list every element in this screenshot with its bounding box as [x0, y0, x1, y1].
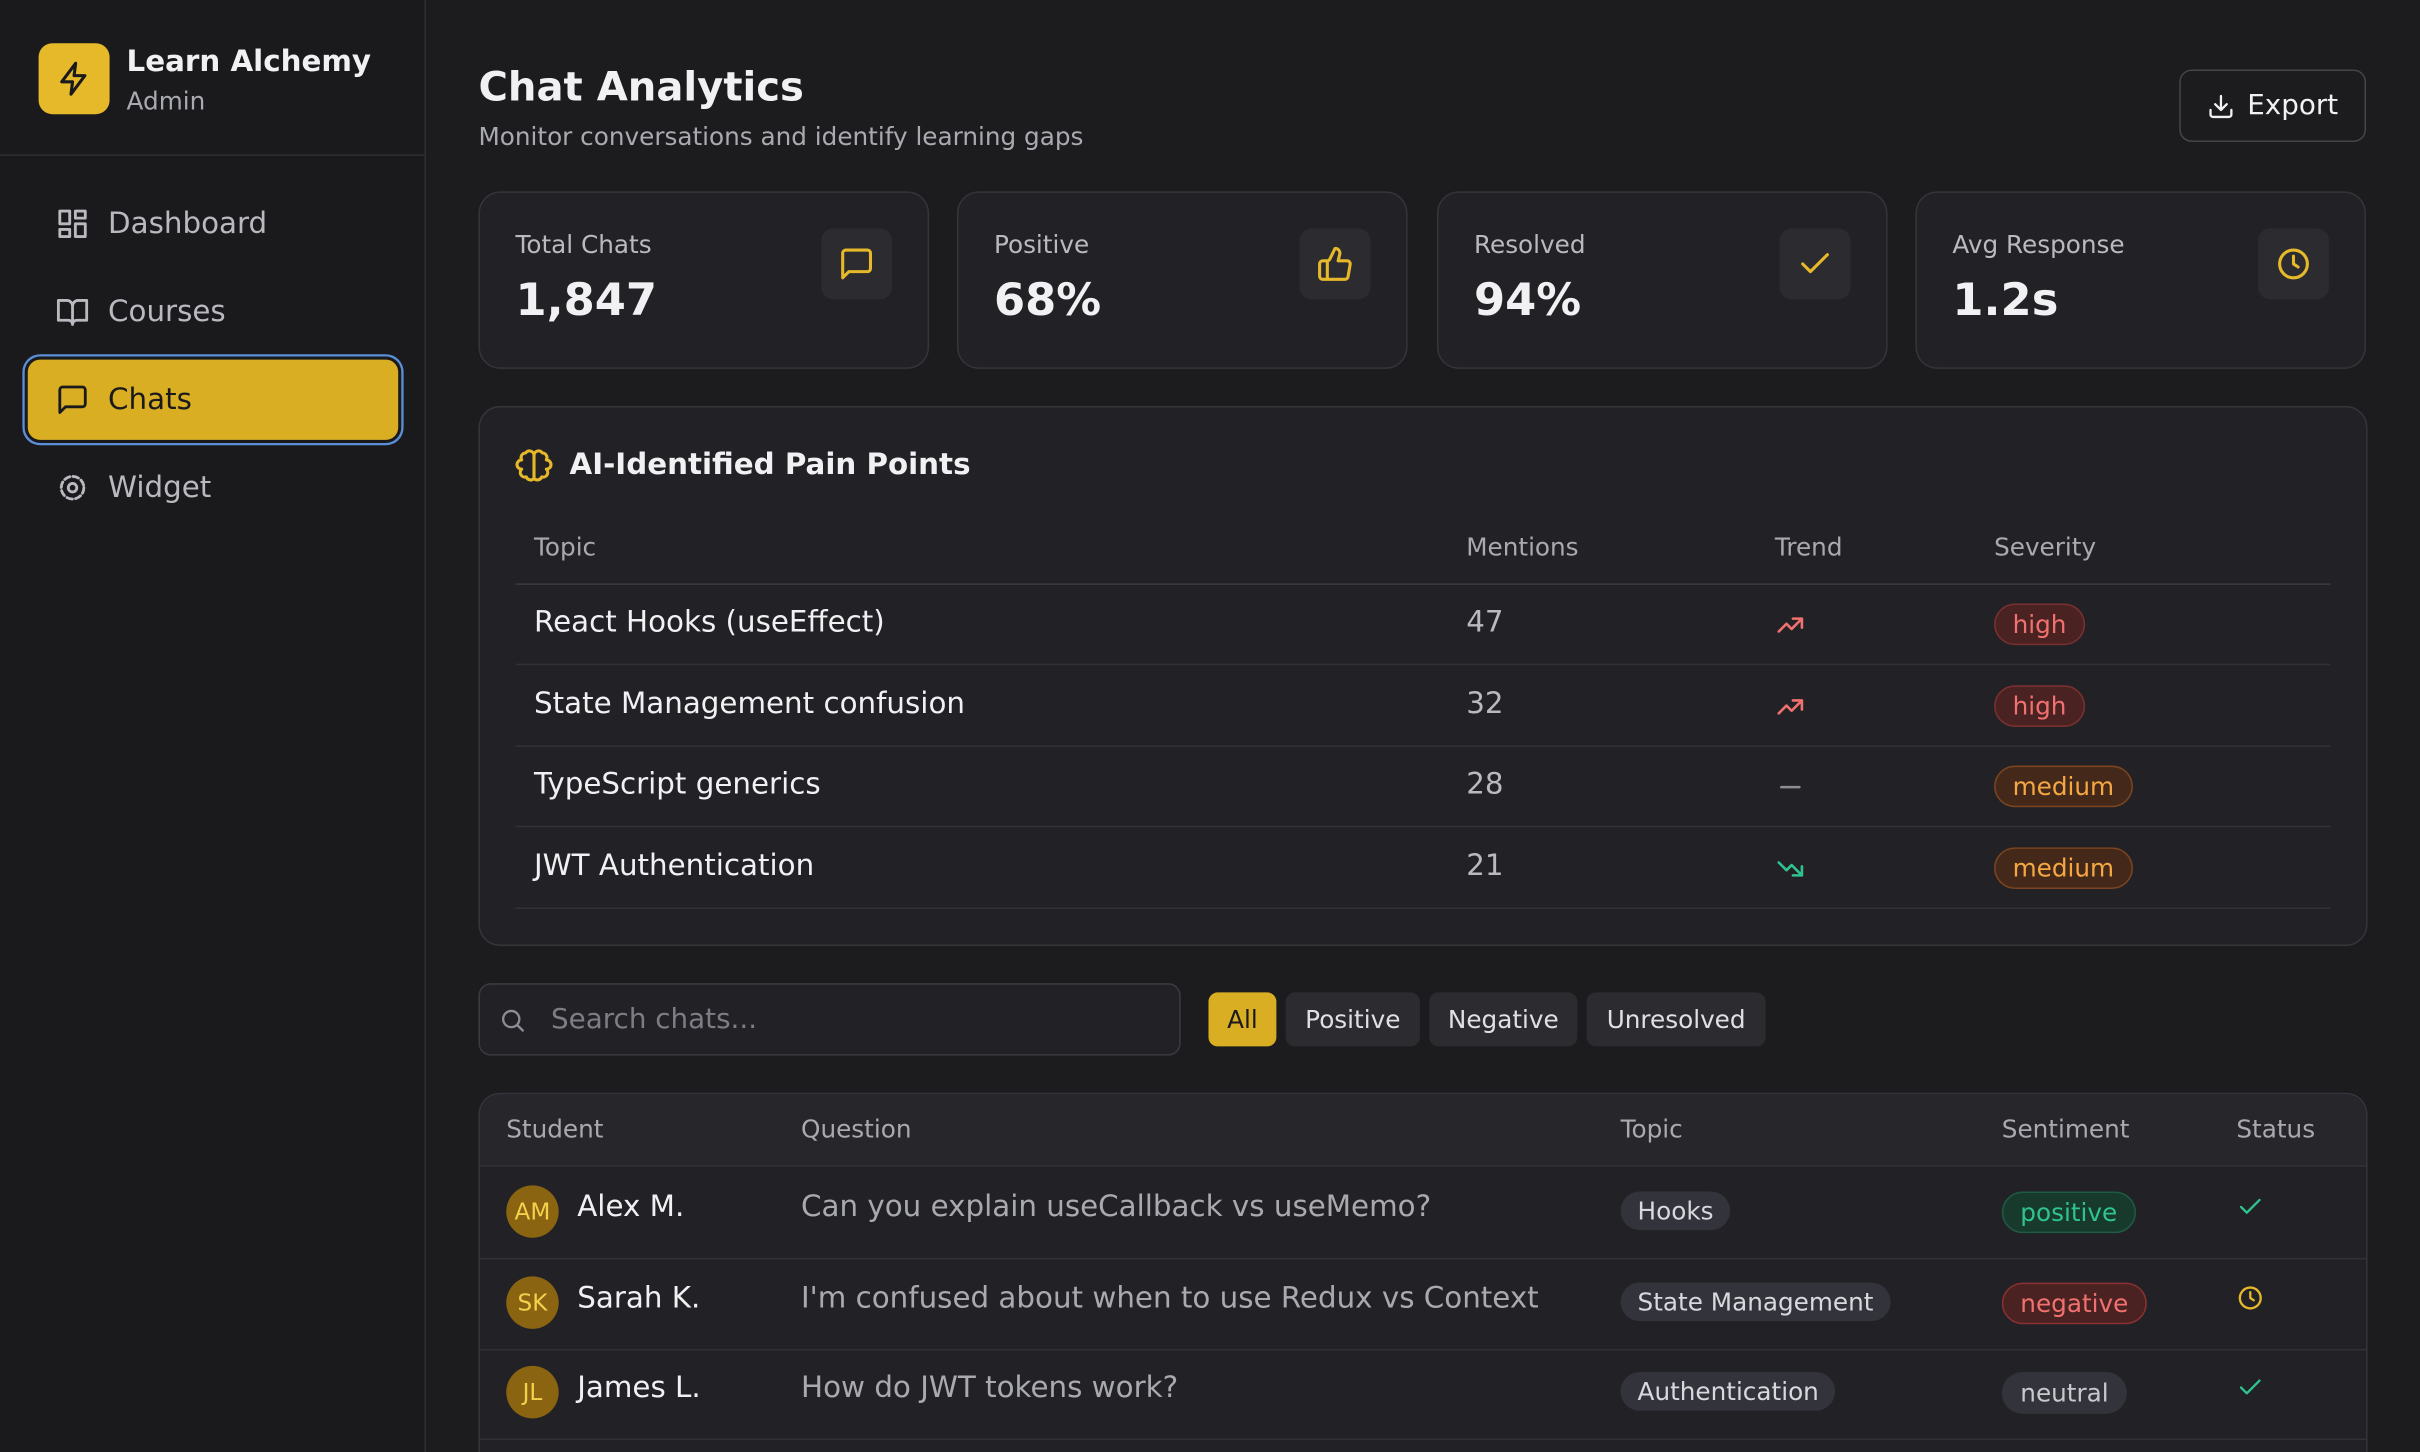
- filter-button[interactable]: Negative: [1429, 992, 1578, 1047]
- nav-item[interactable]: Dashboard: [28, 184, 398, 264]
- divider: [515, 583, 2331, 585]
- avatar: JL: [506, 1365, 559, 1419]
- column-header: Status: [2236, 1114, 2316, 1144]
- stat-card: Avg Response 1.2s: [1915, 191, 2367, 369]
- stat-icon: [1299, 228, 1371, 300]
- nav-item[interactable]: Widget: [28, 448, 398, 528]
- nav-label: Courses: [108, 294, 226, 329]
- status-icon: [2236, 1283, 2264, 1317]
- trend-icon: [1775, 772, 1806, 809]
- chats-table: Student Question Topic Sentiment Status AM Ale…: [478, 1092, 2368, 1452]
- nav-label: Dashboard: [108, 206, 268, 241]
- topic: State Management confusion: [534, 686, 965, 720]
- stat-value: 68%: [993, 273, 1102, 326]
- column-header: Severity: [1994, 532, 2097, 562]
- brand-logo: [38, 43, 110, 115]
- divider: [515, 906, 2331, 909]
- divider: [479, 1257, 2367, 1260]
- nav-label: Chats: [108, 382, 192, 417]
- divider: [479, 1438, 2367, 1440]
- severity-badge: medium: [1994, 765, 2133, 808]
- card-title: AI-Identified Pain Points: [569, 447, 971, 482]
- mentions: 28: [1466, 767, 1504, 802]
- trend-icon: [1775, 691, 1806, 728]
- divider: [479, 1348, 2367, 1350]
- question: How do JWT tokens work?: [801, 1370, 1179, 1405]
- page-subtitle: Monitor conversations and identify learn…: [478, 121, 1084, 152]
- stat-icon: [2257, 228, 2329, 300]
- stat-label: Positive: [993, 229, 1090, 260]
- topic-tag: Authentication: [1620, 1372, 1836, 1411]
- severity-badge: high: [1994, 684, 2085, 727]
- divider: [515, 663, 2331, 666]
- divider: [515, 825, 2331, 828]
- mentions: 21: [1466, 848, 1504, 883]
- question: I'm confused about when to use Redux vs …: [801, 1280, 1539, 1315]
- page-title: Chat Analytics: [478, 64, 804, 112]
- search-box[interactable]: Search chats...: [478, 983, 1181, 1056]
- severity-badge: high: [1994, 603, 2085, 646]
- stat-value: 94%: [1473, 273, 1582, 326]
- topic: React Hooks (useEffect): [534, 605, 885, 639]
- stat-card: Positive 68%: [956, 191, 1408, 369]
- stat-icon: [1779, 228, 1851, 300]
- brand-name: Learn Alchemy: [126, 44, 372, 79]
- nav-item[interactable]: Courses: [28, 272, 398, 352]
- mentions: 47: [1466, 605, 1504, 639]
- column-header: Trend: [1774, 532, 1843, 562]
- export-label: Export: [2247, 89, 2339, 122]
- mentions: 32: [1466, 686, 1504, 720]
- search-placeholder: Search chats...: [550, 1003, 758, 1036]
- stat-card: Total Chats 1,847: [478, 191, 930, 369]
- column-header: Student: [506, 1114, 604, 1144]
- severity-badge: medium: [1994, 846, 2133, 889]
- trend-icon: [1775, 610, 1806, 647]
- column-header: Mentions: [1466, 532, 1579, 562]
- student-name: Sarah K.: [577, 1280, 701, 1315]
- avatar: SK: [506, 1275, 559, 1329]
- column-header: Question: [801, 1114, 912, 1144]
- stat-value: 1,847: [515, 273, 658, 326]
- stat-value: 1.2s: [1952, 273, 2059, 326]
- topic-tag: State Management: [1620, 1281, 1891, 1321]
- sentiment-badge: neutral: [2001, 1372, 2128, 1414]
- divider: [515, 744, 2331, 747]
- status-icon: [2236, 1374, 2264, 1408]
- status-icon: [2236, 1193, 2264, 1227]
- column-header: Topic: [1620, 1114, 1683, 1144]
- topic: TypeScript generics: [534, 767, 821, 802]
- stat-icon: [821, 228, 893, 300]
- sentiment-badge: negative: [2001, 1281, 2147, 1324]
- stat-label: Avg Response: [1952, 229, 2125, 260]
- topic-tag: Hooks: [1620, 1191, 1731, 1231]
- topic: JWT Authentication: [534, 848, 815, 883]
- filter-button[interactable]: All: [1208, 992, 1277, 1047]
- pain-points-card: AI-Identified Pain Points Topic Mentions T…: [478, 405, 2368, 947]
- stat-card: Resolved 94%: [1436, 191, 1888, 369]
- column-header: Topic: [534, 532, 597, 562]
- stat-label: Total Chats: [515, 229, 652, 260]
- student-name: Alex M.: [577, 1189, 685, 1224]
- brand-role: Admin: [126, 86, 206, 116]
- filter-button[interactable]: Positive: [1285, 992, 1420, 1047]
- question: Can you explain useCallback vs useMemo?: [801, 1189, 1432, 1224]
- column-header: Sentiment: [2001, 1114, 2130, 1144]
- sidebar: Learn Alchemy Admin Dashboard Courses Ch…: [0, 0, 426, 1452]
- sentiment-badge: positive: [2001, 1191, 2136, 1234]
- nav-item[interactable]: Chats: [27, 359, 399, 440]
- nav-label: Widget: [108, 470, 212, 505]
- avatar: AM: [506, 1185, 559, 1238]
- export-button[interactable]: Export: [2179, 69, 2367, 142]
- stat-label: Resolved: [1473, 229, 1586, 260]
- student-name: James L.: [577, 1370, 701, 1405]
- filter-button[interactable]: Unresolved: [1586, 992, 1766, 1047]
- trend-icon: [1775, 853, 1806, 890]
